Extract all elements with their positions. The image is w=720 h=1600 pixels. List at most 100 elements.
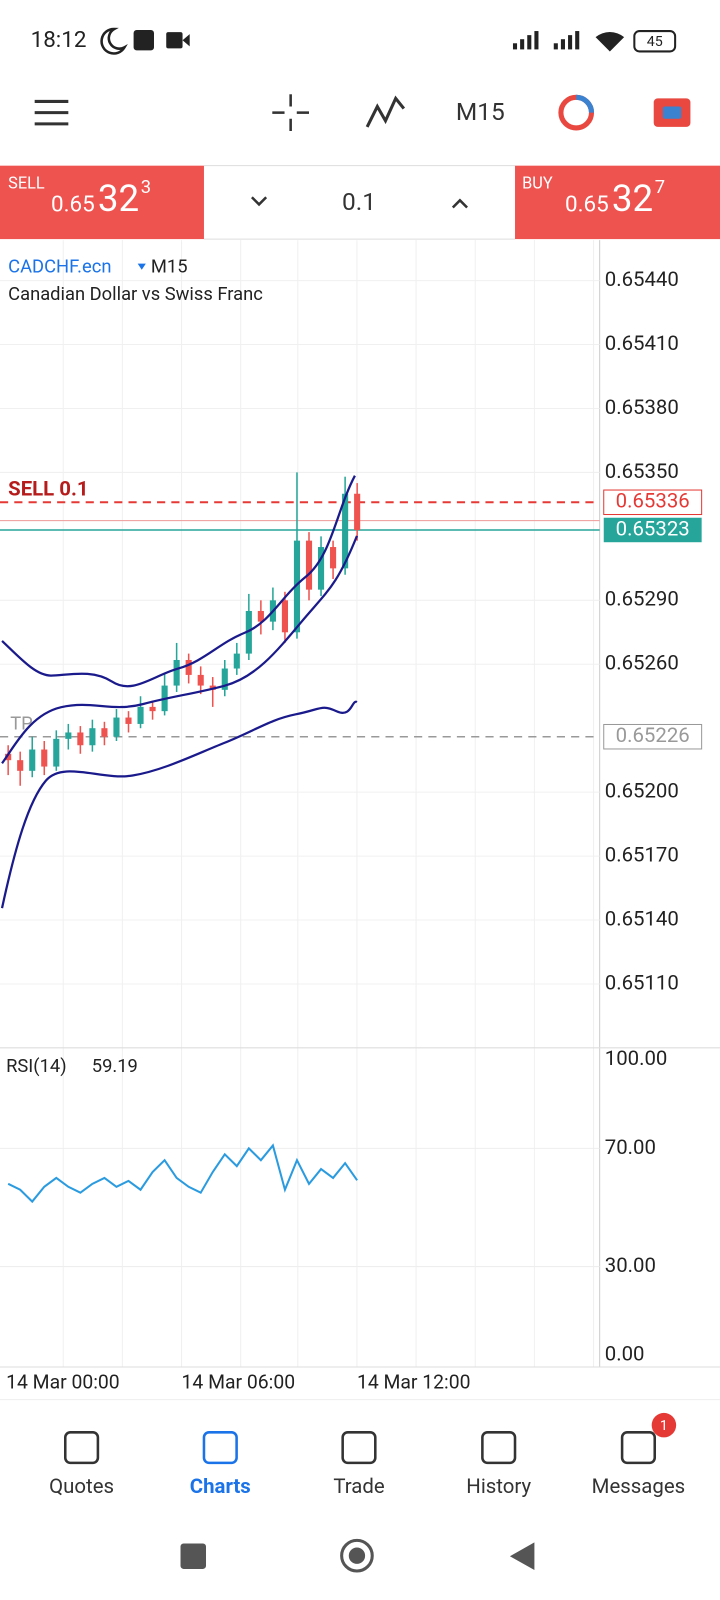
crosshair-icon[interactable] <box>272 94 310 131</box>
bid-price-tag <box>603 517 702 543</box>
nav-item-label[interactable]: Messages <box>592 1474 685 1498</box>
tp-price-tag-text: 0.65226 <box>616 723 690 747</box>
battery-level: 45 <box>647 34 663 50</box>
lot-increase[interactable] <box>451 198 468 209</box>
chart-symbol[interactable]: CADCHF.ecn <box>8 256 111 277</box>
upload-icon <box>133 30 154 51</box>
vertical-grid <box>62 240 595 1368</box>
rsi-tick-label: 70.00 <box>605 1135 656 1159</box>
candle-body <box>342 493 349 569</box>
candle-body <box>53 738 60 767</box>
nav-item-icon[interactable] <box>620 1431 657 1465</box>
sell-price-tag-text: 0.65336 <box>616 489 690 513</box>
y-tick-label: 0.65110 <box>605 970 679 994</box>
timeframe-button[interactable]: M15 <box>456 97 505 126</box>
nav-item-icon[interactable] <box>63 1431 100 1465</box>
lot-size[interactable]: 0.1 <box>342 187 376 216</box>
y-tick-label: 0.65140 <box>605 906 679 930</box>
status-time: 18:12 <box>31 27 87 53</box>
candle-body <box>245 610 252 654</box>
candle-body <box>5 753 12 761</box>
message-badge <box>651 1412 677 1438</box>
chart-timeframe: M15 <box>151 256 188 277</box>
nav-item-label[interactable]: History <box>466 1474 531 1498</box>
candle-body <box>221 668 228 690</box>
buy-label: BUY <box>522 173 553 192</box>
candle-body <box>317 547 325 590</box>
nav-item-label[interactable]: Charts <box>190 1474 251 1498</box>
menu-icon[interactable] <box>34 99 69 126</box>
candle-body <box>29 749 36 771</box>
rsi-tick-label: 30.00 <box>605 1253 656 1277</box>
lot-decrease[interactable] <box>250 196 268 207</box>
buy-price-big: 32 <box>612 177 653 220</box>
time-label: 14 Mar 06:00 <box>182 1370 296 1393</box>
bid-price-tag-text: 0.65323 <box>616 516 690 540</box>
trade-icon-inner <box>662 106 682 119</box>
candle-body <box>185 659 192 675</box>
candle-body <box>330 547 337 569</box>
y-tick-label: 0.65260 <box>605 651 679 675</box>
sell-price-big: 32 <box>98 177 139 220</box>
sell-order-label: SELL 0.1 <box>8 476 88 500</box>
time-label: 14 Mar 00:00 <box>6 1370 120 1393</box>
chart-description: Canadian Dollar vs Swiss Franc <box>8 284 263 305</box>
candle-body <box>77 732 84 746</box>
candle-body <box>113 717 120 737</box>
sell-button[interactable] <box>0 165 204 240</box>
tp-price-tag <box>603 723 703 750</box>
candle-body <box>233 653 240 669</box>
bollinger-bands <box>0 475 358 909</box>
system-recents[interactable] <box>180 1543 207 1569</box>
moon-icon <box>100 27 128 55</box>
candle-body <box>65 732 72 739</box>
candle-body <box>125 717 132 724</box>
buy-price-sup: 7 <box>655 177 665 198</box>
candle-body <box>41 749 48 767</box>
sell-price-small: 0.65 <box>51 191 95 217</box>
nav-item-label[interactable]: Quotes <box>49 1474 114 1498</box>
time-label: 14 Mar 12:00 <box>357 1370 471 1393</box>
video-icon <box>166 32 183 49</box>
candle-body <box>17 760 24 771</box>
battery <box>633 30 677 53</box>
signal-icons <box>512 31 625 52</box>
symbol-dropdown[interactable] <box>137 263 146 270</box>
system-back[interactable] <box>509 1542 535 1570</box>
rsi-label: RSI(14) <box>6 1056 66 1077</box>
candle-body <box>173 659 180 686</box>
nav-item-icon[interactable] <box>202 1431 238 1465</box>
candle-body <box>137 706 144 724</box>
candle-body <box>149 706 156 712</box>
y-tick-label: 0.65440 <box>605 267 679 291</box>
candle-body <box>257 610 264 622</box>
nav-item-icon[interactable] <box>341 1431 377 1465</box>
candle-body <box>281 600 288 633</box>
sell-price-sup: 3 <box>141 177 151 198</box>
candle-body <box>101 728 108 737</box>
rsi-line <box>7 1143 358 1204</box>
y-tick-label: 0.65200 <box>605 779 679 803</box>
candle-body <box>197 674 204 686</box>
indicator-icon[interactable] <box>365 95 406 128</box>
buy-price-small: 0.65 <box>565 191 609 217</box>
rsi-tick-label: 100.00 <box>605 1046 668 1070</box>
nav-item-label[interactable]: Trade <box>333 1474 384 1498</box>
y-tick-label: 0.65350 <box>605 459 679 483</box>
sell-label: SELL <box>8 173 45 192</box>
y-tick-label: 0.65410 <box>605 331 679 355</box>
buy-button[interactable] <box>515 165 720 240</box>
message-badge-count: 1 <box>660 1418 668 1434</box>
system-home[interactable] <box>340 1538 374 1573</box>
y-tick-label: 0.65170 <box>605 842 679 866</box>
candle-body <box>305 540 313 590</box>
candle-body <box>293 540 301 633</box>
rsi-value: 59.19 <box>92 1056 138 1077</box>
rsi-tick-label: 0.00 <box>605 1342 645 1366</box>
system-home-dot <box>348 1547 366 1564</box>
video-icon-lens <box>182 34 190 47</box>
sell-price-tag <box>603 489 703 516</box>
nav-item-icon[interactable] <box>481 1431 517 1465</box>
